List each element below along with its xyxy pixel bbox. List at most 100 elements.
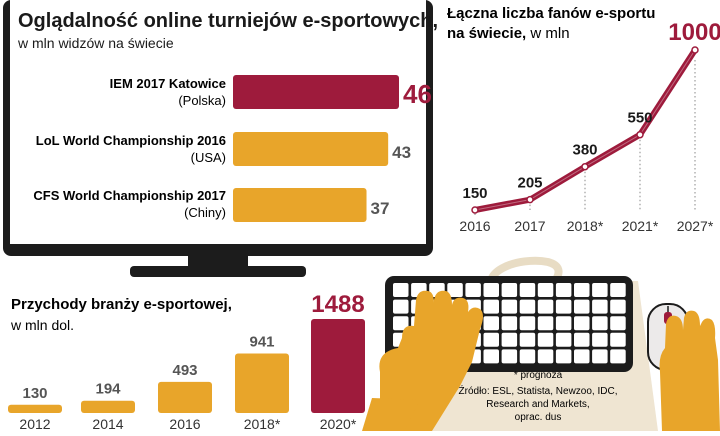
keyboard-key [610, 299, 626, 314]
keyboard-key [519, 299, 536, 314]
revenue-bar [311, 319, 365, 413]
fans-subtitle: na świecie, w mln [447, 25, 570, 42]
keyboard-key [483, 283, 499, 297]
revenue-bar [158, 381, 212, 413]
revenue-value-label: 194 [95, 381, 121, 398]
keyboard-key [555, 349, 572, 364]
fans-value-label: 550 [627, 110, 652, 127]
revenue-x-tick-label: 2018* [244, 416, 281, 431]
viewership-subtitle: w mln widzów na świecie [17, 35, 174, 51]
keyboard-key [574, 349, 590, 364]
keyboard-key [555, 299, 572, 314]
fans-line-chart: 150 2016 205 2017 380 2018* 550 2021* 1000 2027* [459, 19, 720, 234]
viewership-bar [233, 188, 367, 222]
fans-series-highlight [474, 49, 696, 211]
fans-data-point [581, 162, 589, 171]
revenue-x-tick-label: 2016 [169, 416, 200, 431]
viewership-value-label: 37 [371, 199, 390, 218]
viewership-title: Oglądalność online turniejów e-sportowyc… [18, 10, 438, 32]
revenue-x-tick-label: 2020* [320, 416, 357, 431]
keyboard-key [592, 283, 608, 297]
fans-subtitle-bold: na świecie, [447, 25, 526, 42]
keyboard-key [574, 299, 590, 314]
keyboard-key [537, 299, 554, 314]
fans-value-label: 380 [572, 142, 597, 159]
left-hand-shape [379, 290, 483, 431]
left-sleeve [362, 398, 420, 431]
keyboard-key [447, 283, 463, 297]
revenue-value-label: 493 [172, 362, 197, 379]
keyboard-key [537, 349, 554, 364]
right-hand-shape [659, 310, 720, 431]
revenue-value-label: 1488 [311, 291, 364, 318]
keyboard-key [574, 332, 590, 347]
right-hand [659, 310, 720, 431]
fans-title: Łączna liczba fanów e-sportu [447, 5, 655, 22]
fans-series-line [472, 47, 698, 213]
keyboard-key [555, 332, 572, 347]
fans-data-point [471, 206, 479, 214]
viewership-bar [233, 132, 389, 166]
monitor-stand [130, 266, 306, 277]
keyboard-key [592, 316, 608, 331]
viewership-bar-chart: IEM 2017 Katowice (Polska) 46 LoL World … [33, 75, 432, 222]
keyboard-illustration [362, 256, 720, 431]
fans-value-label: 1000 [668, 19, 720, 46]
keyboard-key [483, 349, 499, 364]
keyboard-key [592, 332, 608, 347]
keyboard-key [519, 332, 536, 347]
viewership-category-region: (USA) [191, 150, 226, 165]
keyboard-key [519, 316, 536, 331]
viewership-category-region: (Chiny) [184, 205, 226, 220]
keyboard-key [537, 332, 554, 347]
fans-x-tick-label: 2016 [459, 218, 490, 234]
keyboard-key [483, 332, 499, 347]
footnote-forecast: * prognoza [514, 370, 563, 381]
keyboard-key [393, 299, 409, 314]
keyboard-key [537, 283, 554, 297]
fans-data-point [526, 195, 534, 204]
keyboard-key [592, 349, 608, 364]
keyboard-key [574, 283, 590, 297]
keyboard-key [483, 299, 499, 314]
viewership-category-name: LoL World Championship 2016 [36, 133, 226, 148]
revenue-x-tick-label: 2014 [92, 416, 123, 431]
revenue-value-label: 941 [249, 334, 274, 351]
monitor-neck [188, 256, 248, 268]
keyboard-key [555, 316, 572, 331]
keyboard-key [574, 316, 590, 331]
revenue-subtitle: w mln dol. [10, 317, 74, 333]
keyboard-key [393, 316, 409, 331]
revenue-bar [81, 400, 135, 413]
fans-x-tick-label: 2017 [514, 218, 545, 234]
revenue-bar [235, 353, 289, 413]
viewership-value-label: 43 [392, 143, 411, 162]
keyboard-key [555, 283, 572, 297]
keyboard-key [501, 283, 518, 297]
fans-value-label: 205 [517, 175, 542, 192]
keyboard-key [610, 349, 626, 364]
fans-x-tick-label: 2021* [622, 218, 659, 234]
footnote-source-line: Źródło: ESL, Statista, Newzoo, IDC, [459, 384, 618, 397]
viewership-category-name: IEM 2017 Katowice [110, 76, 226, 91]
revenue-bar-chart: 130 2012 194 2014 493 2016 941 2018* 1488 2020* [8, 291, 365, 432]
keyboard-key [610, 332, 626, 347]
fans-data-point [691, 46, 699, 54]
keyboard-key [501, 299, 518, 314]
keyboard-key [501, 349, 518, 364]
revenue-x-tick-label: 2012 [19, 416, 50, 431]
left-hand [362, 290, 483, 431]
keyboard-key [592, 299, 608, 314]
fans-marks: 150 2016 205 2017 380 2018* 550 2021* 1000 2027* [459, 19, 720, 234]
keyboard-key [393, 283, 409, 297]
revenue-bar [8, 404, 62, 413]
revenue-value-label: 130 [22, 385, 47, 402]
keyboard-key [519, 283, 536, 297]
keyboard-key [519, 349, 536, 364]
keyboard-key [465, 283, 481, 297]
viewership-bar [233, 75, 399, 109]
fans-x-tick-label: 2018* [567, 218, 604, 234]
viewership-value-label: 46 [403, 79, 432, 109]
